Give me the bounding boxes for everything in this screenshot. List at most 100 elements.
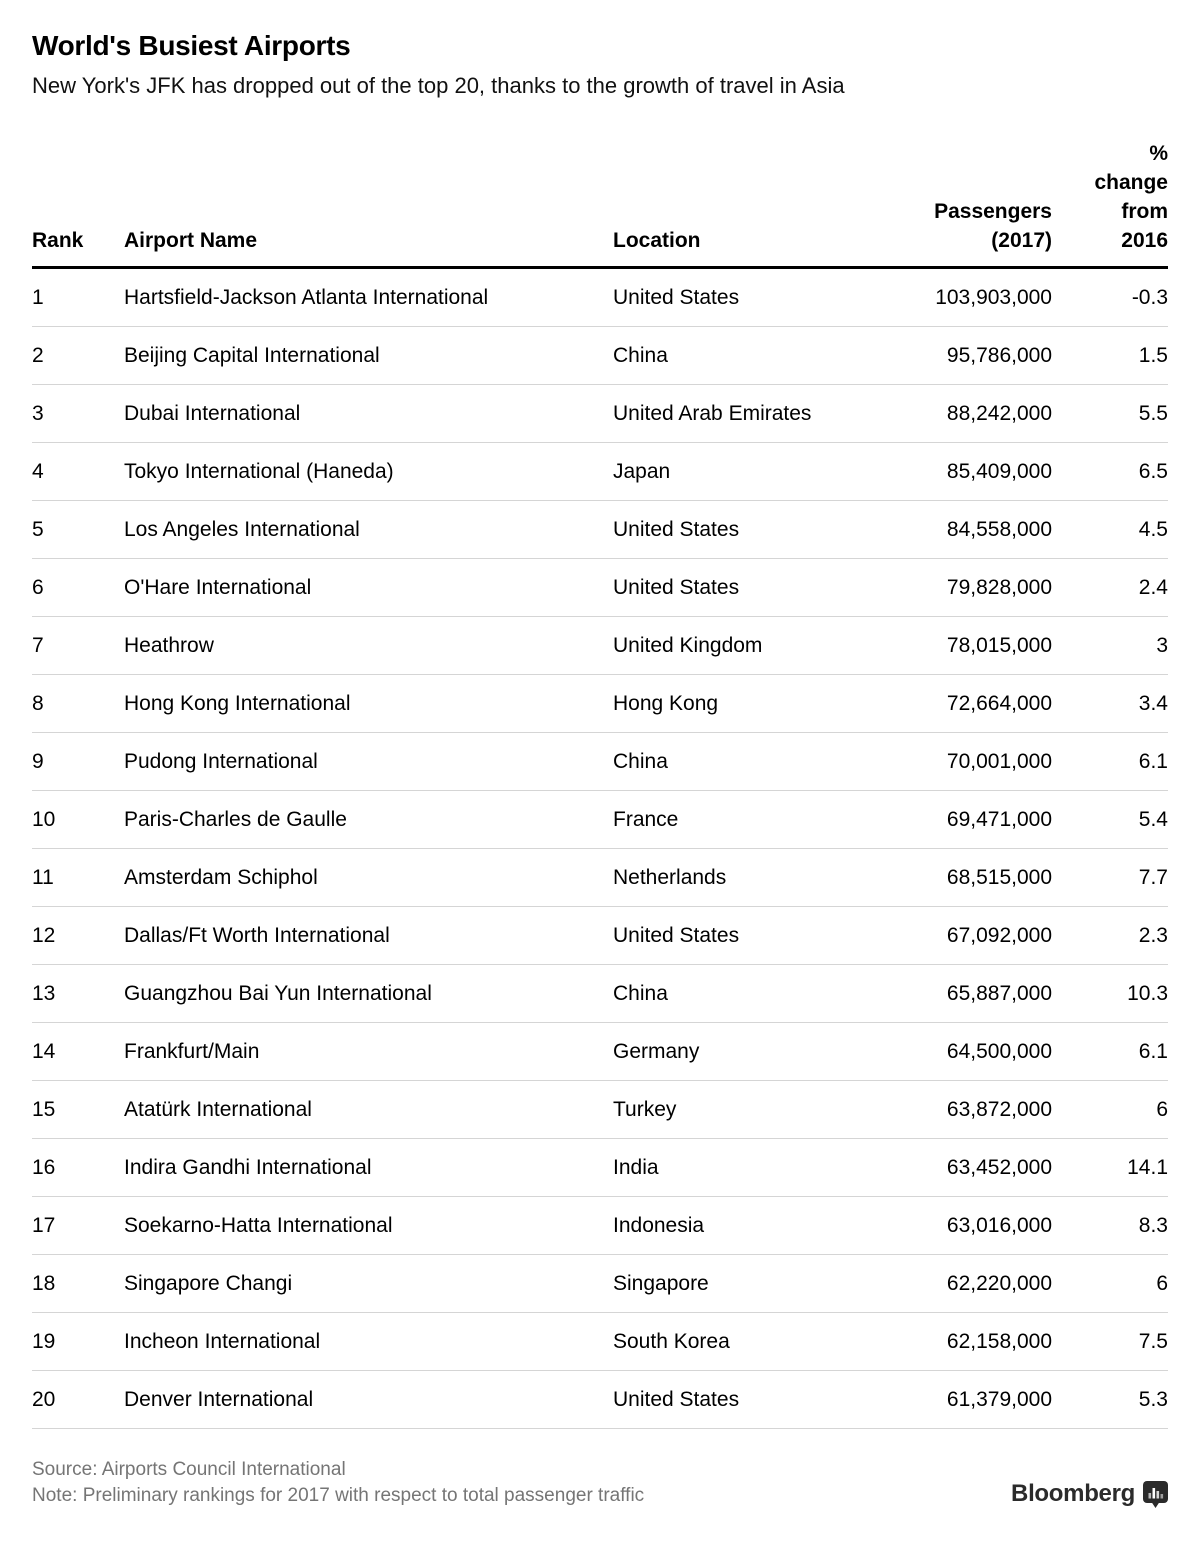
cell-passengers: 62,158,000 [946, 1329, 1052, 1353]
cell-passengers: 84,558,000 [946, 517, 1052, 541]
cell-location: Japan [613, 459, 671, 483]
cell-rank: 6 [32, 575, 44, 599]
table-row: 8 Hong Kong International Hong Kong 72,6… [32, 675, 1168, 733]
cell-percent-change: 5.3 [1138, 1387, 1168, 1411]
table-row: 14 Frankfurt/Main Germany 64,500,000 6.1 [32, 1023, 1168, 1081]
cell-percent-change: 1.5 [1138, 343, 1168, 367]
cell-passengers: 69,471,000 [946, 807, 1052, 831]
cell-passengers: 95,786,000 [946, 343, 1052, 367]
cell-rank: 3 [32, 401, 44, 425]
cell-rank: 7 [32, 633, 44, 657]
cell-location: India [613, 1155, 659, 1179]
cell-location: Singapore [613, 1271, 709, 1295]
cell-passengers: 68,515,000 [946, 865, 1052, 889]
methodology-note: Note: Preliminary rankings for 2017 with… [32, 1485, 645, 1506]
table-row: 16 Indira Gandhi International India 63,… [32, 1139, 1168, 1197]
cell-location: China [613, 981, 668, 1005]
table-row: 9 Pudong International China 70,001,000 … [32, 733, 1168, 791]
cell-rank: 4 [32, 459, 44, 483]
cell-rank: 5 [32, 517, 44, 541]
cell-rank: 10 [32, 807, 56, 831]
cell-passengers: 61,379,000 [946, 1387, 1052, 1411]
column-header-location: Location [613, 229, 701, 252]
cell-location: France [613, 807, 679, 831]
cell-rank: 1 [32, 285, 44, 309]
table-row: 3 Dubai International United Arab Emirat… [32, 385, 1168, 443]
cell-airport-name: Tokyo International (Haneda) [124, 459, 394, 483]
cell-percent-change: 10.3 [1127, 981, 1168, 1005]
table-row: 20 Denver International United States 61… [32, 1371, 1168, 1429]
cell-airport-name: Hartsfield-Jackson Atlanta International [124, 285, 489, 309]
page-title: World's Busiest Airports [32, 30, 351, 61]
cell-percent-change: 3 [1156, 633, 1168, 657]
cell-rank: 19 [32, 1329, 56, 1353]
table-row: 12 Dallas/Ft Worth International United … [32, 907, 1168, 965]
cell-location: South Korea [613, 1329, 730, 1353]
table-row: 1 Hartsfield-Jackson Atlanta Internation… [32, 269, 1168, 327]
cell-airport-name: Paris-Charles de Gaulle [124, 807, 347, 831]
cell-percent-change: 5.4 [1138, 807, 1168, 831]
cell-airport-name: Soekarno-Hatta International [124, 1213, 393, 1237]
cell-rank: 18 [32, 1271, 56, 1295]
bloomberg-chart-bubble-icon [1143, 1480, 1168, 1508]
cell-rank: 8 [32, 691, 44, 715]
cell-rank: 20 [32, 1387, 56, 1411]
table-row: 19 Incheon International South Korea 62,… [32, 1313, 1168, 1371]
cell-location: United Kingdom [613, 633, 763, 657]
cell-rank: 14 [32, 1039, 56, 1063]
cell-airport-name: Indira Gandhi International [124, 1155, 372, 1179]
cell-airport-name: Beijing Capital International [124, 343, 380, 367]
cell-location: United States [613, 285, 740, 309]
column-header-rank: Rank [32, 229, 84, 252]
cell-location: United States [613, 575, 740, 599]
table-row: 11 Amsterdam Schiphol Netherlands 68,515… [32, 849, 1168, 907]
cell-airport-name: Dubai International [124, 401, 301, 425]
cell-location: Turkey [613, 1097, 677, 1121]
cell-location: Indonesia [613, 1213, 705, 1237]
cell-passengers: 62,220,000 [946, 1271, 1052, 1295]
cell-location: United States [613, 517, 740, 541]
cell-rank: 12 [32, 923, 56, 947]
bloomberg-wordmark: Bloomberg [1011, 1480, 1135, 1507]
cell-passengers: 63,016,000 [946, 1213, 1052, 1237]
cell-percent-change: 6.1 [1138, 1039, 1168, 1063]
table-row: 15 Atatürk International Turkey 63,872,0… [32, 1081, 1168, 1139]
cell-airport-name: Heathrow [124, 633, 214, 657]
airports-table: Rank Airport Name Location Passengers (2… [32, 139, 1168, 1429]
column-header-percent-change: % change from 2016 [1094, 142, 1168, 252]
page-subtitle: New York's JFK has dropped out of the to… [32, 73, 845, 98]
cell-rank: 13 [32, 981, 56, 1005]
cell-airport-name: Guangzhou Bai Yun International [124, 981, 432, 1005]
cell-percent-change: 14.1 [1127, 1155, 1168, 1179]
cell-passengers: 85,409,000 [946, 459, 1052, 483]
cell-percent-change: 6 [1156, 1097, 1168, 1121]
cell-airport-name: O'Hare International [124, 575, 312, 599]
bloomberg-logo: Bloomberg [1011, 1480, 1168, 1509]
table-row: 2 Beijing Capital International China 95… [32, 327, 1168, 385]
cell-airport-name: Amsterdam Schiphol [124, 865, 318, 889]
cell-location: Netherlands [613, 865, 727, 889]
cell-airport-name: Incheon International [124, 1329, 321, 1353]
cell-passengers: 103,903,000 [935, 285, 1052, 309]
cell-rank: 17 [32, 1213, 56, 1237]
cell-location: Germany [613, 1039, 700, 1063]
column-header-passengers: Passengers (2017) [934, 200, 1052, 252]
cell-percent-change: 8.3 [1138, 1213, 1168, 1237]
cell-percent-change: 7.5 [1138, 1329, 1168, 1353]
cell-percent-change: 6.5 [1138, 459, 1168, 483]
table-header-row: Rank Airport Name Location Passengers (2… [32, 139, 1168, 269]
footnotes: Source: Airports Council International N… [32, 1457, 644, 1509]
cell-rank: 11 [32, 865, 54, 889]
cell-percent-change: 7.7 [1138, 865, 1168, 889]
cell-percent-change: 6.1 [1138, 749, 1168, 773]
cell-rank: 2 [32, 343, 44, 367]
cell-location: China [613, 343, 668, 367]
table-row: 4 Tokyo International (Haneda) Japan 85,… [32, 443, 1168, 501]
cell-airport-name: Atatürk International [124, 1097, 312, 1121]
cell-passengers: 63,452,000 [946, 1155, 1052, 1179]
table-row: 13 Guangzhou Bai Yun International China… [32, 965, 1168, 1023]
cell-passengers: 64,500,000 [946, 1039, 1052, 1063]
cell-passengers: 70,001,000 [946, 749, 1052, 773]
cell-passengers: 65,887,000 [946, 981, 1052, 1005]
